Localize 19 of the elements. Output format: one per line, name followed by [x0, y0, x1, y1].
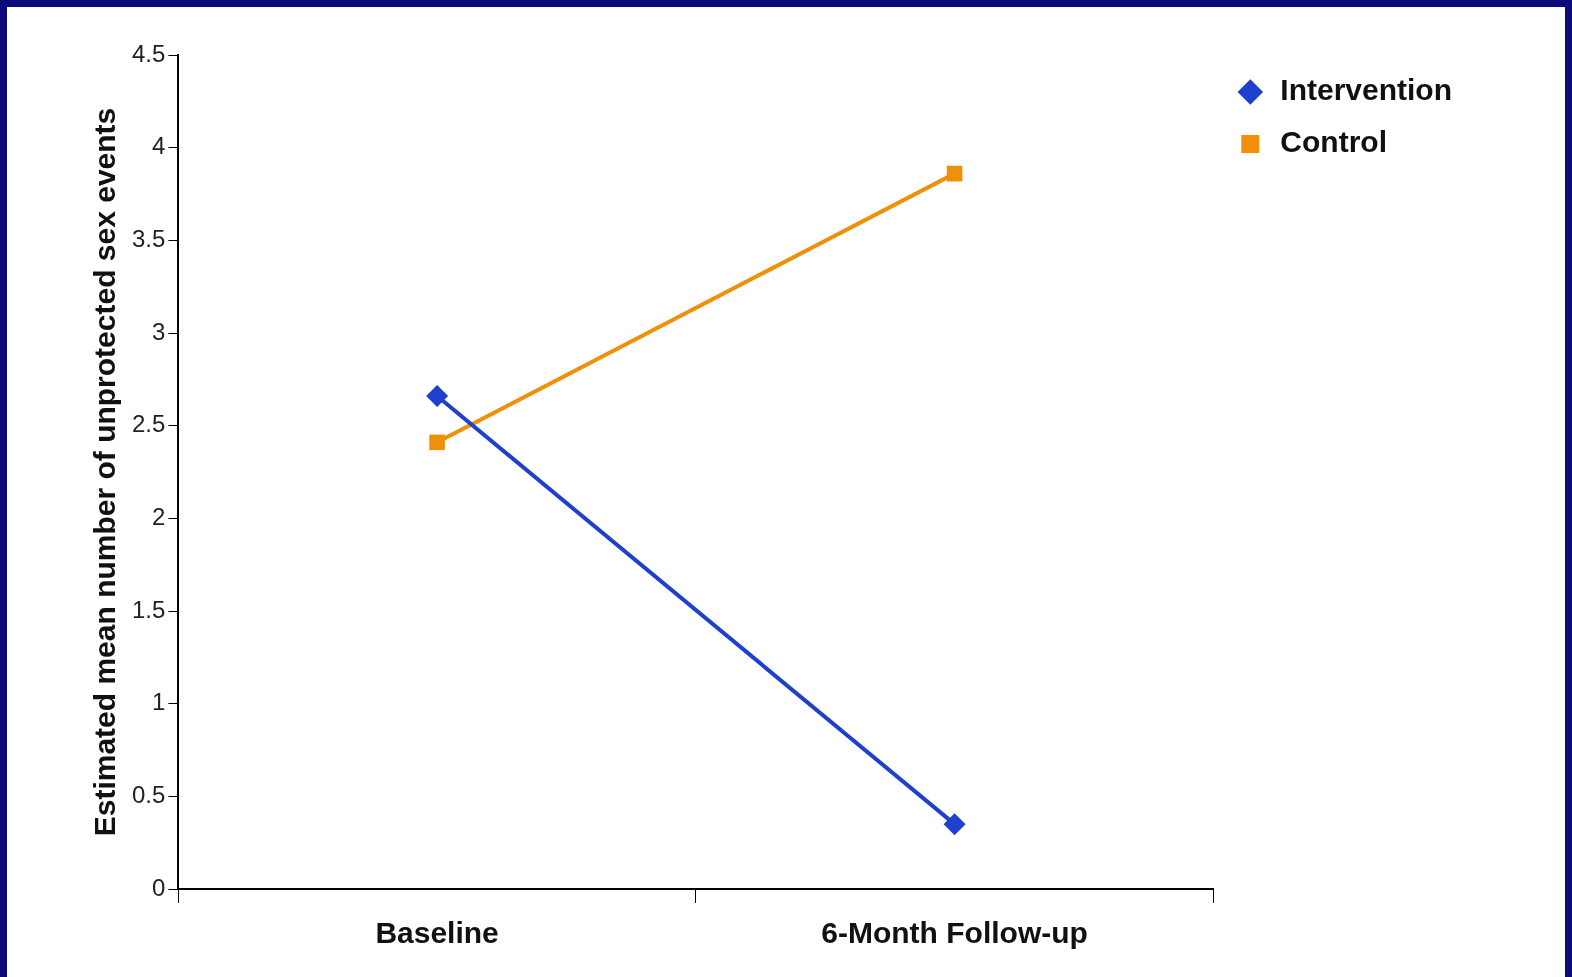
- y-tick-label: 3.5: [131, 224, 166, 252]
- point: [429, 434, 445, 451]
- y-tick-label: 4: [152, 132, 166, 160]
- point: [943, 813, 966, 836]
- x-tick-label: Baseline: [375, 916, 499, 950]
- x-tick-label: 6-Month Follow-up: [821, 916, 1088, 950]
- y-tick-label: 4.5: [131, 39, 166, 67]
- y-tick-label: 2.5: [131, 410, 166, 438]
- legend-label: Intervention: [1280, 73, 1453, 107]
- point: [426, 385, 449, 408]
- y-axis-title: Estimated mean number of unprotected sex events: [88, 107, 122, 837]
- legend-label: Control: [1280, 125, 1387, 159]
- y-tick-label: 3: [152, 317, 166, 345]
- point: [946, 165, 963, 182]
- y-tick-label: 1.5: [131, 595, 166, 623]
- y-tick-label: 0.5: [131, 780, 166, 808]
- y-tick-label: 0: [152, 873, 166, 901]
- y-tick-label: 1: [152, 688, 166, 716]
- y-tick-label: 2: [152, 502, 166, 530]
